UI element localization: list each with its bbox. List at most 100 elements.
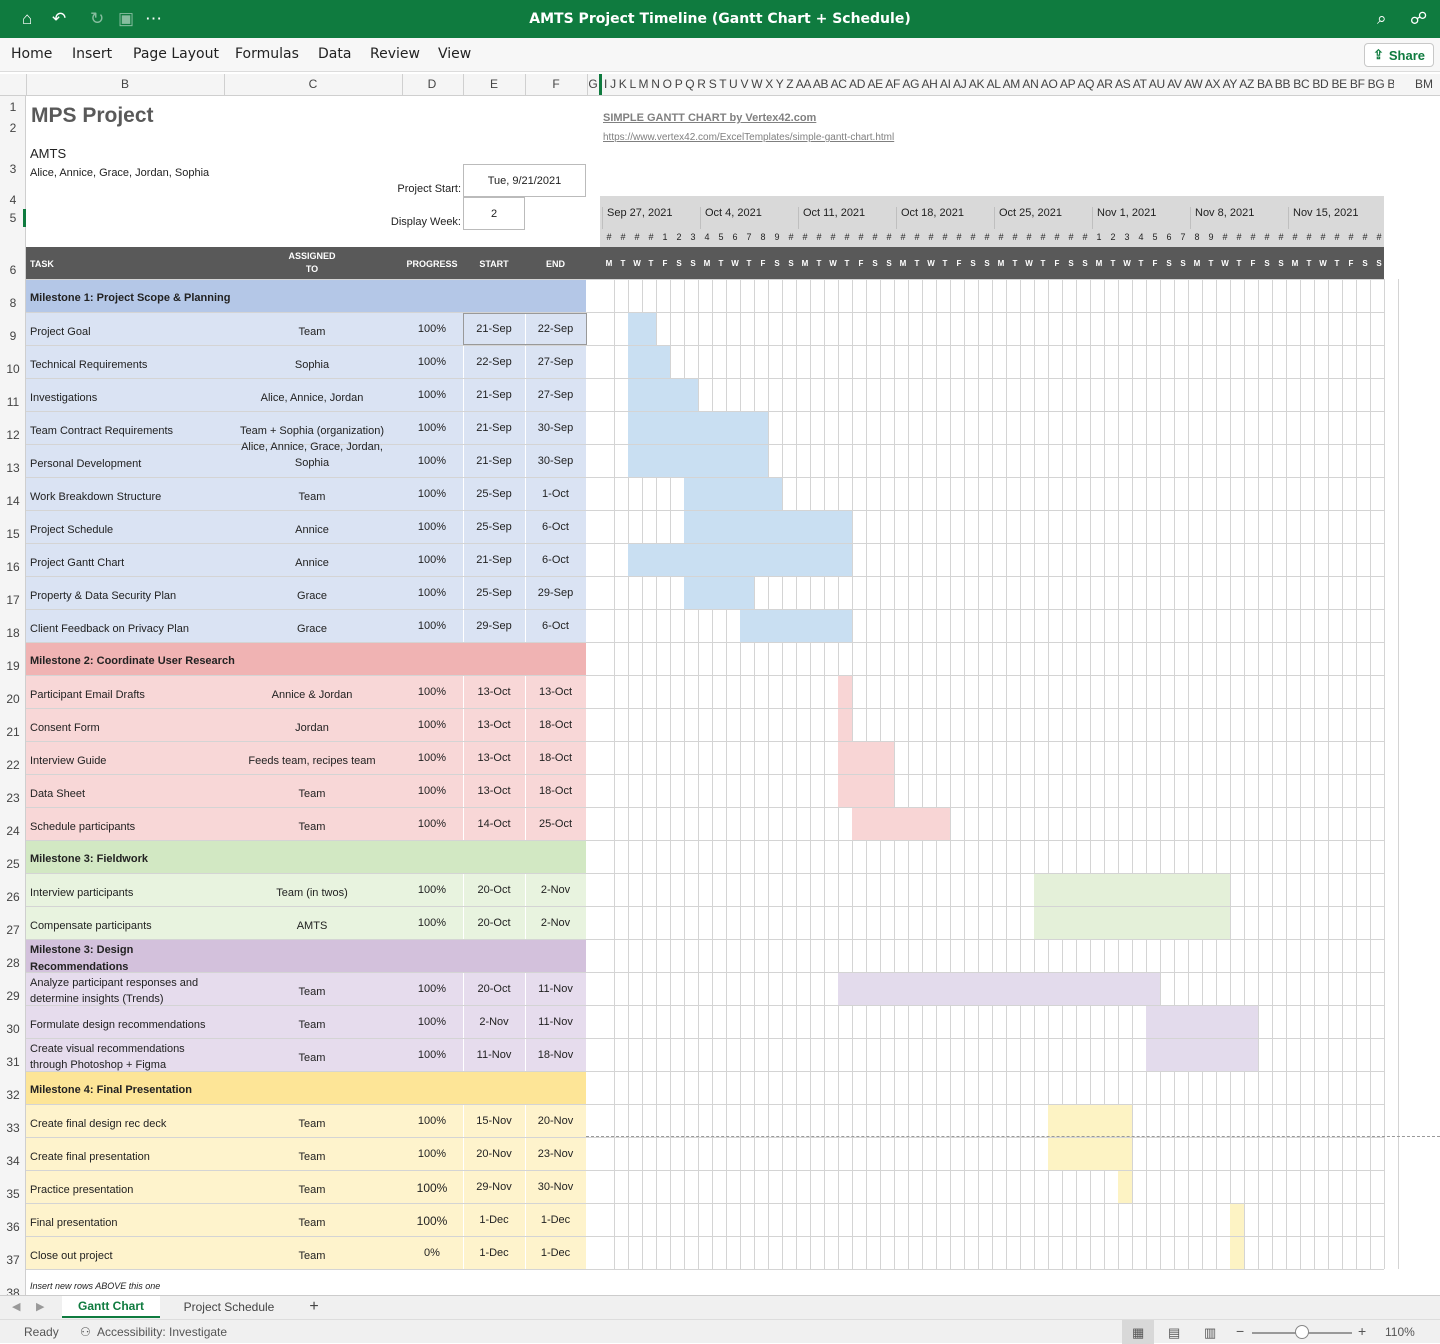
accessibility-icon[interactable]: ⚇ [80, 1325, 91, 1339]
row-header[interactable]: 8 [9, 296, 17, 310]
task-start[interactable]: 15-Nov [476, 1115, 512, 1127]
task-row[interactable] [26, 1006, 586, 1038]
task-name[interactable]: Technical Requirements [30, 359, 148, 371]
task-name[interactable]: Team Contract Requirements [30, 425, 174, 437]
task-progress[interactable]: 100% [417, 1016, 447, 1028]
task-progress[interactable]: 100% [417, 488, 447, 500]
gantt-bar[interactable] [838, 676, 852, 708]
row-headers[interactable]: 1 2 3 4 5 6 8 9 10 11 12 13 14 15 16 17 18 19 20 21 22 23 24 25… [0, 96, 26, 1300]
task-end[interactable]: 20-Nov [537, 1115, 574, 1127]
row-header[interactable]: 4 [9, 193, 17, 207]
task-name[interactable]: Compensate participants [30, 920, 152, 932]
task-end[interactable]: 18-Oct [538, 719, 572, 731]
task-progress[interactable]: 100% [417, 389, 447, 401]
task-end[interactable]: 1-Oct [542, 488, 569, 500]
gantt-bar[interactable] [628, 313, 656, 345]
task-end[interactable]: 30-Sep [537, 455, 574, 467]
task-name[interactable]: Investigations [30, 392, 98, 404]
task-end[interactable]: 1-Dec [540, 1247, 571, 1259]
row-header[interactable]: 27 [6, 923, 20, 937]
gantt-bar[interactable] [628, 379, 698, 411]
task-row[interactable] [26, 907, 586, 939]
task-name[interactable]: Analyze participant responses and determ… [30, 977, 199, 1005]
row-header[interactable]: 14 [6, 494, 20, 508]
row-header[interactable]: 32 [6, 1088, 20, 1102]
column-header-f[interactable]: F [552, 77, 560, 91]
tab-review[interactable]: Review [370, 46, 420, 62]
task-start[interactable]: 13-Oct [477, 752, 511, 764]
gantt-bar[interactable] [628, 544, 852, 576]
task-row[interactable] [26, 544, 586, 576]
task-row[interactable] [26, 445, 586, 477]
task-start[interactable]: 2-Nov [479, 1016, 509, 1028]
task-start[interactable]: 21-Sep [476, 323, 512, 335]
task-assigned[interactable]: Feeds team, recipes team [248, 755, 376, 767]
task-end[interactable]: 6-Oct [542, 554, 569, 566]
gantt-bar[interactable] [628, 445, 768, 477]
row-header[interactable]: 15 [6, 527, 20, 541]
gantt-bar[interactable] [628, 412, 768, 444]
row-header[interactable]: 3 [9, 162, 17, 176]
row-header[interactable]: 21 [6, 725, 20, 739]
scroll-right-icon[interactable]: ▶ [36, 1301, 45, 1313]
task-assigned[interactable]: Team [298, 1250, 326, 1262]
milestone-row[interactable] [26, 643, 586, 675]
task-end[interactable]: 2-Nov [540, 884, 571, 896]
task-progress[interactable]: 100% [417, 719, 447, 731]
gantt-bar[interactable] [1230, 1204, 1244, 1236]
row-header[interactable]: 25 [6, 857, 20, 871]
row-header[interactable]: 1 [9, 100, 17, 114]
task-progress[interactable]: 100% [417, 1049, 447, 1061]
row-header[interactable]: 33 [6, 1121, 20, 1135]
row-header[interactable]: 34 [6, 1154, 20, 1168]
row-header[interactable]: 5 [9, 211, 17, 225]
gantt-bar[interactable] [1230, 1237, 1244, 1269]
add-sheet-button[interactable]: + [309, 1298, 319, 1315]
task-name[interactable]: Create final presentation [30, 1151, 150, 1163]
milestone-row[interactable] [26, 841, 586, 873]
task-end[interactable]: 25-Oct [538, 818, 572, 830]
task-assigned[interactable]: Team [298, 1052, 326, 1064]
task-assigned[interactable]: Team [298, 1217, 326, 1229]
column-header-e[interactable]: E [489, 77, 498, 91]
tab-formulas[interactable]: Formulas [235, 46, 299, 62]
gantt-bar[interactable] [1146, 1006, 1258, 1038]
row-header[interactable]: 12 [6, 428, 20, 442]
task-name[interactable]: Final presentation [30, 1217, 118, 1229]
zoom-in-button[interactable]: + [1358, 1323, 1367, 1339]
task-row[interactable] [26, 379, 586, 411]
task-progress[interactable]: 100% [417, 620, 447, 632]
task-assigned[interactable]: Team [298, 1151, 326, 1163]
row-header[interactable]: 35 [6, 1187, 20, 1201]
task-row[interactable] [26, 1105, 586, 1137]
task-end[interactable]: 27-Sep [537, 356, 574, 368]
tab-data[interactable]: Data [318, 46, 352, 62]
task-end[interactable]: 27-Sep [537, 389, 574, 401]
task-name[interactable]: Project Gantt Chart [30, 557, 125, 569]
search-icon[interactable]: ⌕ [1377, 9, 1387, 28]
task-start[interactable]: 13-Oct [477, 785, 511, 797]
tab-home[interactable]: Home [11, 46, 53, 62]
task-name[interactable]: Consent Form [30, 722, 100, 734]
task-name[interactable]: Practice presentation [30, 1184, 134, 1196]
task-start[interactable]: 25-Sep [476, 488, 512, 500]
task-end[interactable]: 18-Oct [538, 752, 572, 764]
task-row[interactable] [26, 313, 586, 345]
row-header[interactable]: 17 [6, 593, 20, 607]
narrow-column-headers[interactable]: I J K L M N O P Q R S T U V W X Y Z AA A… [604, 77, 1394, 91]
task-start[interactable]: 20-Oct [477, 983, 511, 995]
task-start[interactable]: 1-Dec [479, 1214, 509, 1226]
task-progress[interactable]: 100% [417, 455, 447, 467]
task-name[interactable]: Project Goal [30, 326, 91, 338]
task-name[interactable]: Client Feedback on Privacy Plan [30, 623, 189, 635]
row-header[interactable]: 13 [6, 461, 20, 475]
task-name[interactable]: Project Schedule [30, 524, 114, 536]
zoom-slider-thumb[interactable] [1295, 1325, 1309, 1339]
task-row[interactable] [26, 808, 586, 840]
task-name[interactable]: Schedule participants [30, 821, 136, 833]
task-assigned[interactable]: Team (in twos) [276, 887, 348, 899]
task-start[interactable]: 29-Sep [476, 620, 512, 632]
task-name[interactable]: Personal Development [30, 458, 142, 470]
gantt-bar[interactable] [838, 742, 894, 774]
task-name[interactable]: Create final design rec deck [30, 1118, 167, 1130]
